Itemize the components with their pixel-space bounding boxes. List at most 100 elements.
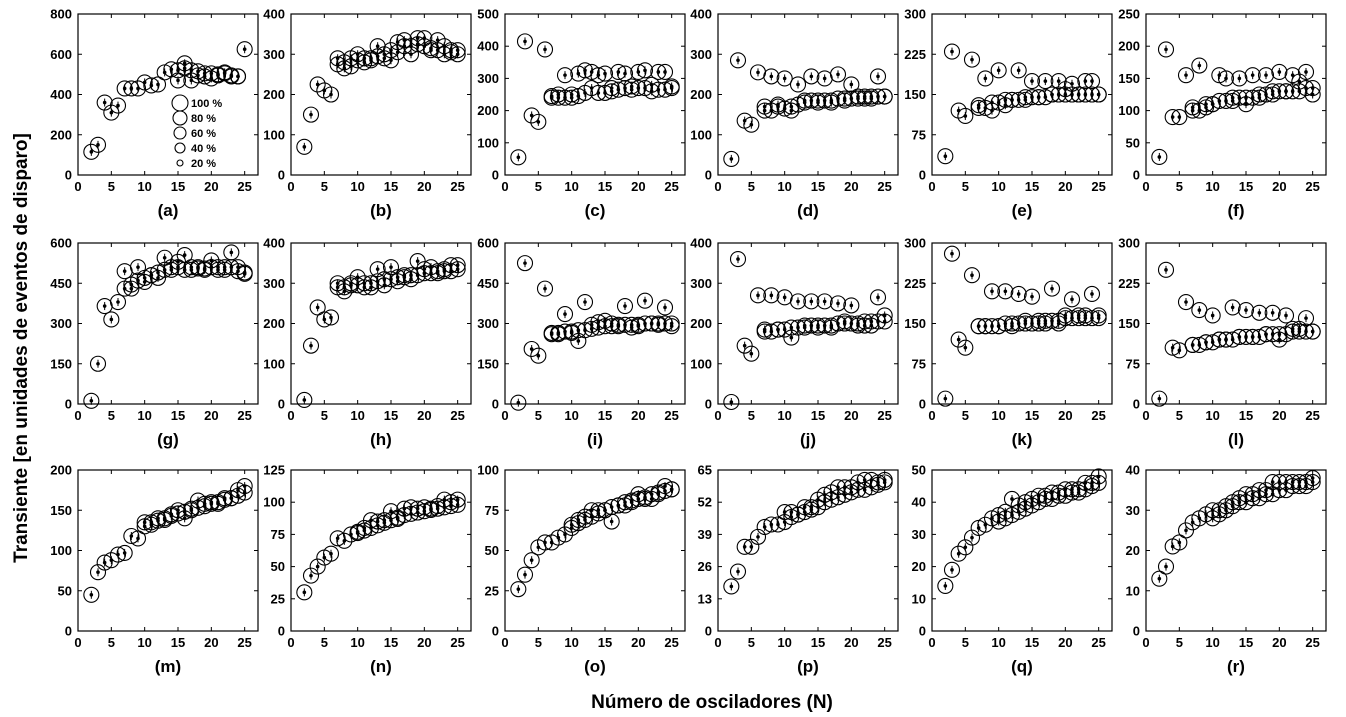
data-point-marker: [823, 92, 840, 109]
data-point-marker: [1151, 390, 1168, 407]
data-point-marker: [743, 345, 760, 362]
panel-q: 0 10 20 30 40 50 0 5 10 15 20 25 (q): [912, 463, 1113, 676]
x-tick-label: 0: [928, 408, 935, 423]
data-point-marker: [596, 65, 614, 82]
x-tick-label: 5: [962, 179, 969, 194]
x-tick-label: 10: [564, 179, 578, 194]
x-tick-label: 5: [962, 635, 969, 650]
panel-label: (i): [587, 430, 603, 449]
x-tick-label: 15: [1239, 408, 1253, 423]
x-tick-label: 5: [748, 179, 755, 194]
y-tick-label: 300: [904, 236, 926, 251]
data-point-marker: [1191, 102, 1208, 119]
y-tick-label: 200: [50, 463, 72, 478]
y-tick-label: 0: [919, 168, 926, 183]
y-tick-label: 100: [1118, 103, 1140, 118]
data-point-marker: [236, 41, 253, 58]
data-point-marker: [650, 484, 667, 501]
data-point-marker: [516, 566, 534, 583]
y-tick-label: 300: [904, 7, 926, 22]
plot-frame: [77, 13, 259, 176]
panel-label: (n): [370, 657, 392, 676]
panel-label: (k): [1012, 430, 1033, 449]
data-point-marker: [123, 527, 140, 545]
y-tick-label: 300: [477, 316, 499, 331]
x-tick-label: 20: [1272, 179, 1286, 194]
panel-i: 0 150 300 450 600 0 5 10 15 20 25 (i): [477, 236, 686, 449]
x-tick-label: 0: [714, 179, 721, 194]
y-tick-label: 0: [492, 624, 499, 639]
data-point-marker: [1083, 285, 1101, 303]
y-tick-label: 200: [263, 316, 285, 331]
y-tick-label: 39: [698, 527, 712, 542]
data-point-marker: [1164, 339, 1181, 356]
x-tick-label: 10: [1205, 179, 1219, 194]
data-point-marker: [616, 298, 634, 315]
data-point-marker: [302, 567, 320, 584]
data-point-marker: [309, 558, 326, 575]
data-point-marker: [523, 552, 540, 569]
y-tick-label: 0: [492, 397, 499, 412]
data-point-marker: [756, 518, 773, 536]
x-tick-label: 5: [535, 179, 542, 194]
x-tick-label: 25: [1305, 635, 1319, 650]
data-point-marker: [1264, 304, 1281, 321]
y-tick-label: 600: [50, 236, 72, 251]
legend-marker: [172, 110, 188, 126]
x-tick-label: 15: [598, 635, 612, 650]
x-tick-label: 10: [1205, 408, 1219, 423]
data-point-marker: [723, 393, 740, 411]
panel-r: 0 10 20 30 40 0 5 10 15 20 25 (r): [1126, 463, 1327, 676]
data-point-marker: [656, 482, 674, 499]
y-tick-label: 300: [477, 71, 499, 86]
panel-k: 0 75 150 225 300 0 5 10 15 20 25 (k): [904, 236, 1113, 449]
y-tick-label: 400: [263, 7, 285, 22]
data-point-marker: [336, 532, 353, 549]
x-tick-label: 25: [237, 179, 251, 194]
x-tick-label: 15: [1025, 179, 1039, 194]
data-point-marker: [623, 492, 640, 509]
y-tick-label: 400: [690, 7, 712, 22]
y-tick-label: 100: [263, 356, 285, 371]
data-point-marker: [169, 505, 187, 522]
data-point-marker: [816, 293, 833, 310]
x-tick-label: 5: [1176, 179, 1183, 194]
data-point-marker: [643, 486, 660, 503]
data-point-marker: [109, 546, 127, 563]
x-tick-label: 10: [777, 635, 791, 650]
x-tick-label: 25: [877, 408, 891, 423]
x-tick-label: 20: [204, 179, 218, 194]
y-tick-label: 300: [263, 47, 285, 62]
data-point-marker: [89, 355, 107, 372]
data-point-marker: [1050, 312, 1067, 329]
data-point-marker: [1037, 89, 1054, 106]
data-point-marker: [743, 116, 760, 133]
x-tick-label: 15: [384, 635, 398, 650]
data-point-marker: [957, 339, 974, 356]
legend-entry: 60 %: [191, 128, 216, 140]
data-point-marker: [196, 68, 213, 85]
data-point-marker: [656, 81, 674, 98]
x-tick-label: 10: [350, 179, 364, 194]
y-tick-label: 225: [904, 47, 926, 62]
legend-marker: [174, 142, 186, 154]
data-point-marker: [789, 293, 807, 310]
legend-entry: 100 %: [191, 98, 222, 110]
y-tick-label: 400: [263, 236, 285, 251]
x-tick-label: 10: [991, 635, 1005, 650]
y-tick-label: 0: [1133, 397, 1140, 412]
y-tick-label: 50: [58, 583, 72, 598]
data-point-marker: [950, 545, 967, 562]
x-tick-label: 15: [811, 635, 825, 650]
plot-frame: [1145, 469, 1327, 632]
x-tick-label: 25: [237, 408, 251, 423]
x-tick-label: 25: [664, 179, 678, 194]
plot-frame: [504, 13, 686, 176]
data-point-marker: [803, 68, 820, 85]
data-point-marker: [990, 94, 1007, 111]
x-tick-label: 20: [844, 179, 858, 194]
data-point-marker: [296, 391, 313, 409]
y-tick-label: 150: [50, 356, 72, 371]
data-point-marker: [1157, 261, 1175, 278]
data-point-marker: [236, 484, 253, 501]
